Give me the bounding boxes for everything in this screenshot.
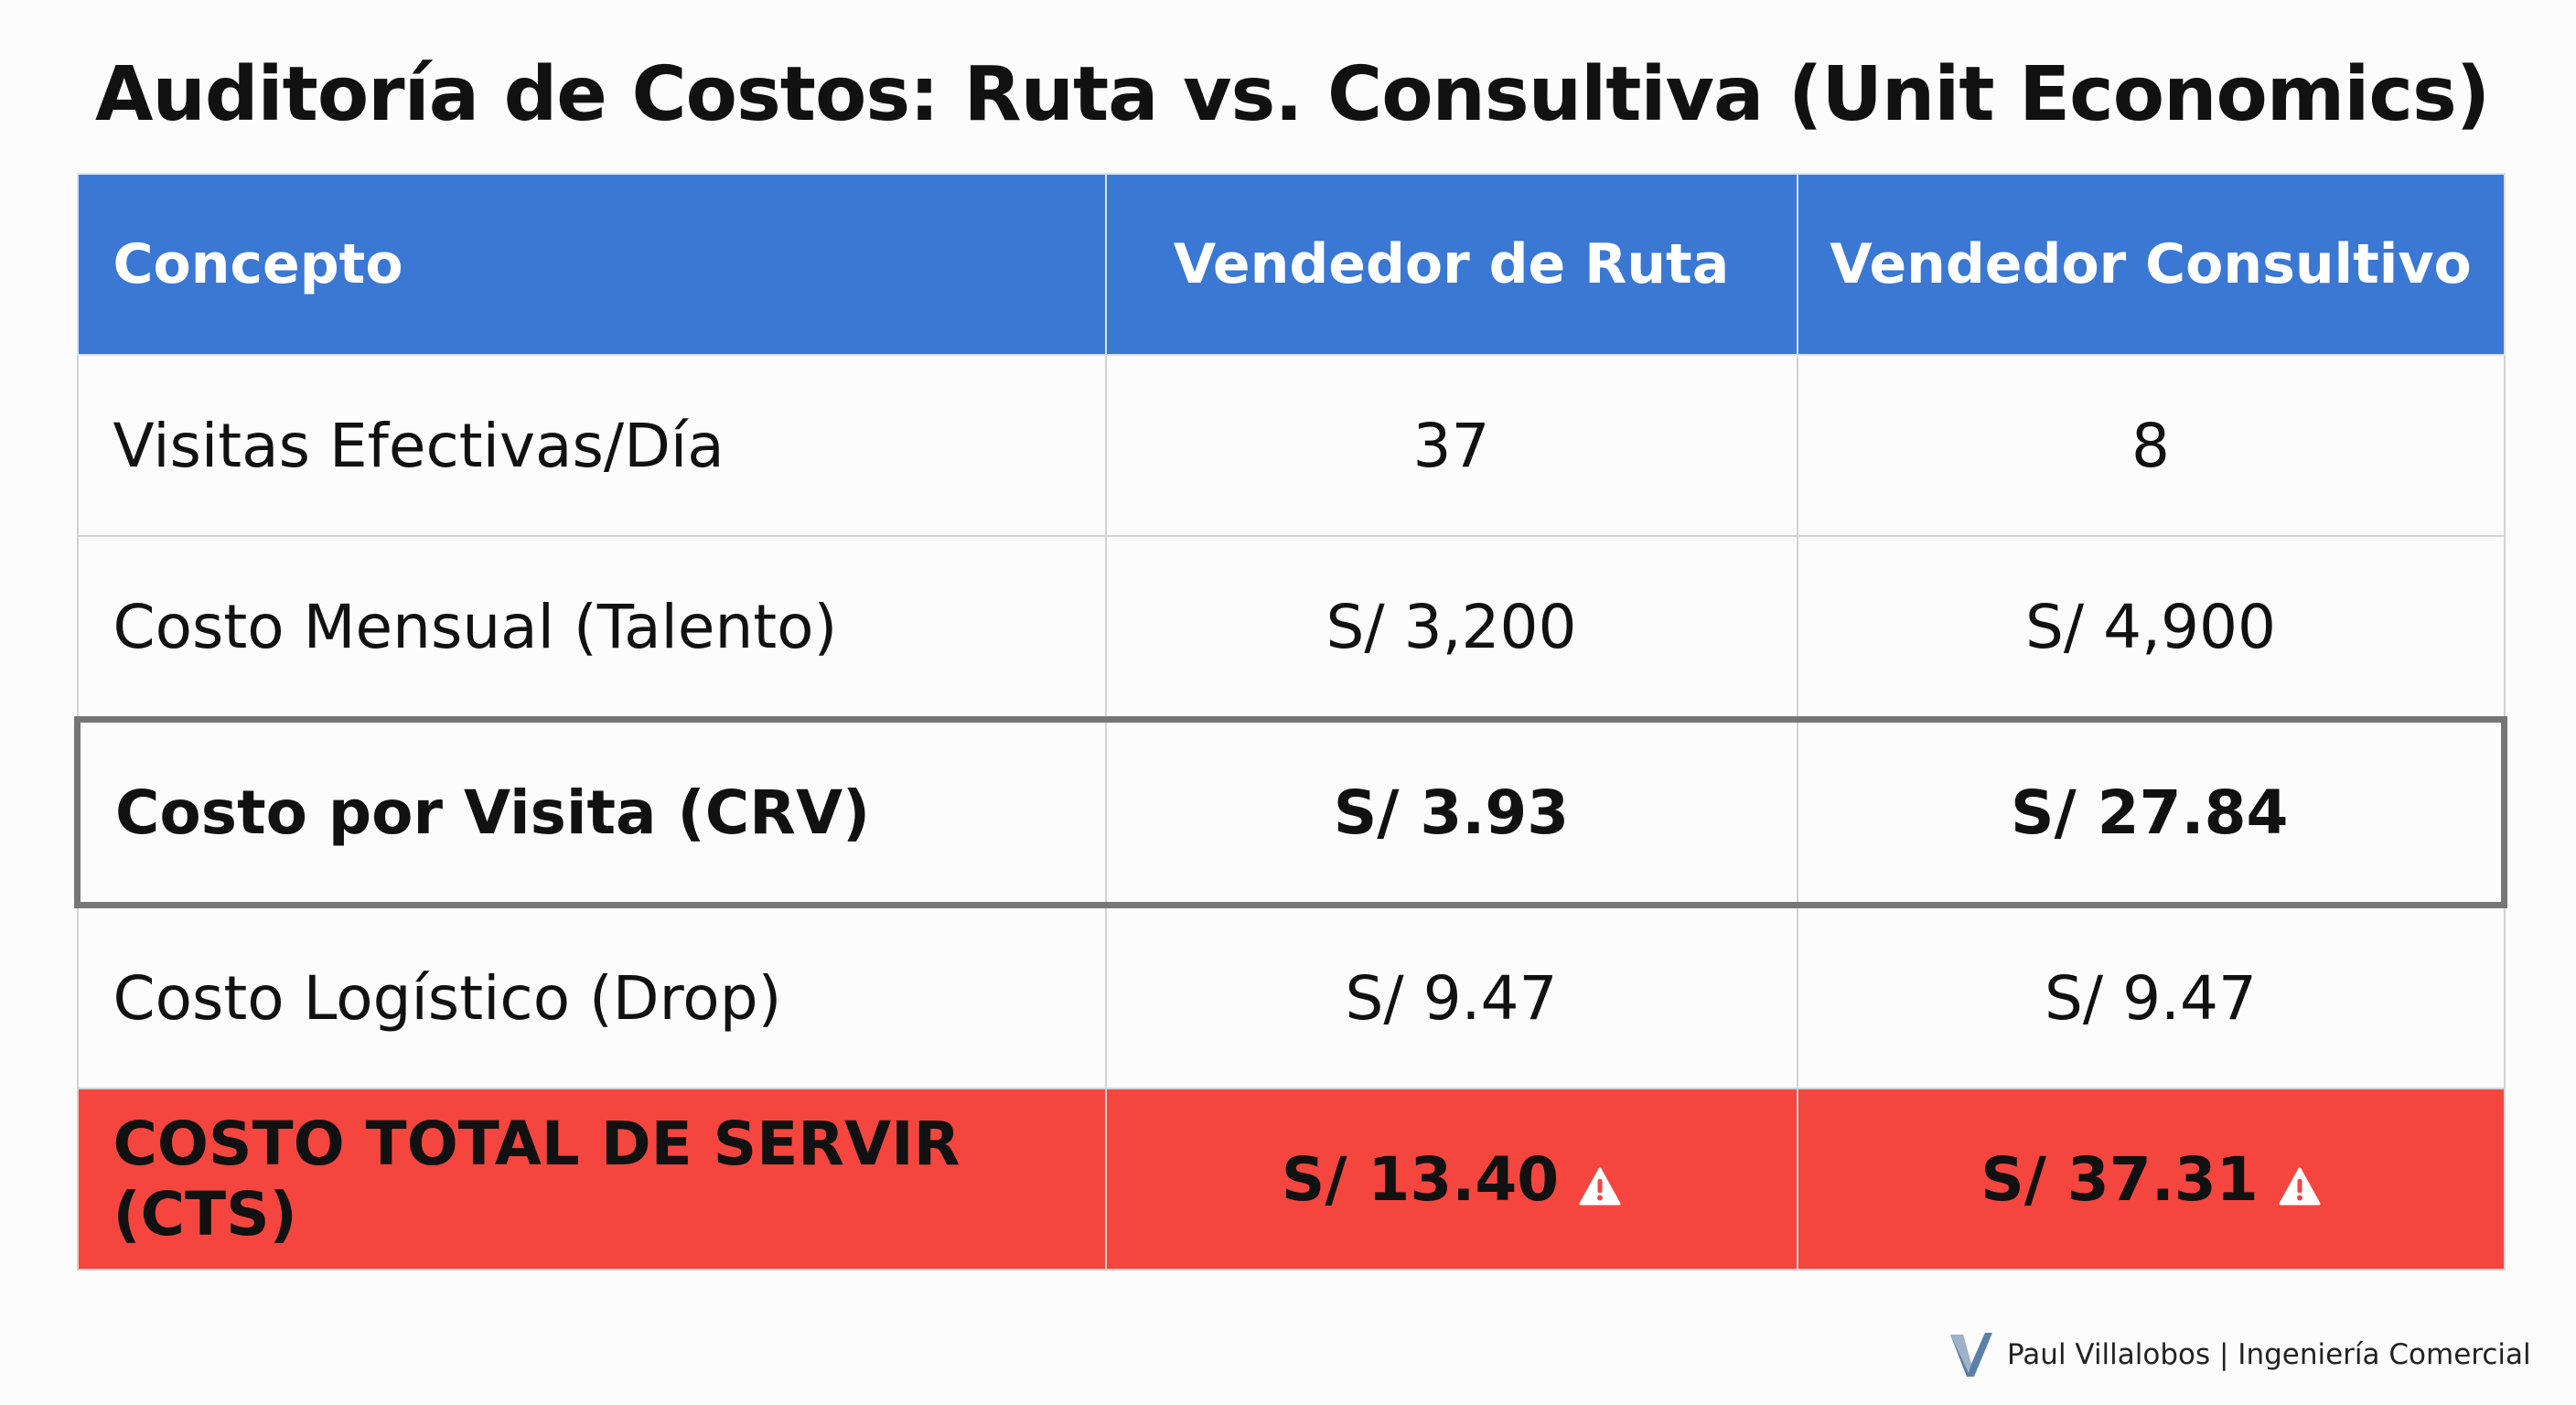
- cell-text: 37: [1412, 410, 1490, 481]
- footer: Paul Villalobos | Ingeniería Comercial: [1948, 1331, 2531, 1378]
- cell-text: S/ 4,900: [2024, 591, 2277, 662]
- label-cell: Visitas Efectivas/Día: [76, 354, 1107, 537]
- table-row: Costo por Visita (CRV) S/ 3.93 S/ 27.84: [74, 716, 2507, 908]
- value-cell: S/ 9.47: [1796, 904, 2506, 1089]
- cell-text: Costo Mensual (Talento): [113, 591, 838, 662]
- cell-text: S/ 9.47: [1345, 962, 1558, 1034]
- label-cell: Costo Mensual (Talento): [76, 535, 1107, 721]
- warning-icon: [2279, 1167, 2321, 1205]
- value-cell: S/ 13.40: [1104, 1088, 1798, 1271]
- table-row: Costo Mensual (Talento) S/ 3,200 S/ 4,900: [76, 535, 2506, 721]
- column-header: Vendedor Consultivo: [1796, 173, 2506, 356]
- cell-text: Costo por Visita (CRV): [115, 777, 871, 848]
- value-cell: S/ 37.31: [1796, 1088, 2506, 1271]
- cell-text: COSTO TOTAL DE SERVIR (CTS): [113, 1109, 961, 1249]
- cell-text: Costo Logístico (Drop): [113, 962, 782, 1034]
- value-cell: S/ 3,200: [1104, 535, 1798, 721]
- value-cell: S/ 27.84: [1796, 716, 2507, 908]
- cell-text: S/ 3,200: [1326, 591, 1577, 662]
- table-row: Visitas Efectivas/Día 37 8: [76, 354, 2506, 537]
- table-row: COSTO TOTAL DE SERVIR (CTS) S/ 13.40 S/ 37…: [76, 1088, 2506, 1271]
- column-header: Concepto: [76, 173, 1107, 356]
- value-cell: S/ 9.47: [1104, 904, 1798, 1089]
- column-header: Vendedor de Ruta: [1104, 173, 1798, 356]
- credit: Paul Villalobos | Ingeniería Comercial: [2007, 1338, 2531, 1371]
- header-row: Concepto Vendedor de Ruta Vendedor Consult…: [76, 173, 2506, 356]
- value-cell: 37: [1104, 354, 1798, 537]
- cell-text: S/ 27.84: [2011, 777, 2289, 848]
- cell-text: S/ 13.40: [1281, 1143, 1560, 1215]
- value-cell: 8: [1796, 354, 2506, 537]
- value-cell: S/ 4,900: [1796, 535, 2506, 721]
- cell-text: S/ 3.93: [1333, 777, 1570, 848]
- label-cell: COSTO TOTAL DE SERVIR (CTS): [76, 1088, 1107, 1271]
- title: Auditoría de Costos: Ruta vs. Consultiva…: [95, 51, 2490, 138]
- label-cell: Costo por Visita (CRV): [74, 716, 1107, 908]
- warning-icon: [1579, 1167, 1621, 1205]
- label-cell: Costo Logístico (Drop): [76, 904, 1107, 1089]
- cell-text: Visitas Efectivas/Día: [113, 410, 724, 481]
- logo: [1950, 1333, 1992, 1377]
- table-row: Costo Logístico (Drop) S/ 9.47 S/ 9.47: [76, 904, 2506, 1089]
- cell-text: S/ 9.47: [2044, 962, 2258, 1034]
- cost-table: Concepto Vendedor de Ruta Vendedor Consult…: [74, 173, 2507, 1271]
- cell-text: S/ 37.31: [1980, 1143, 2259, 1215]
- value-cell: S/ 3.93: [1104, 716, 1798, 908]
- cell-text: 8: [2131, 410, 2170, 481]
